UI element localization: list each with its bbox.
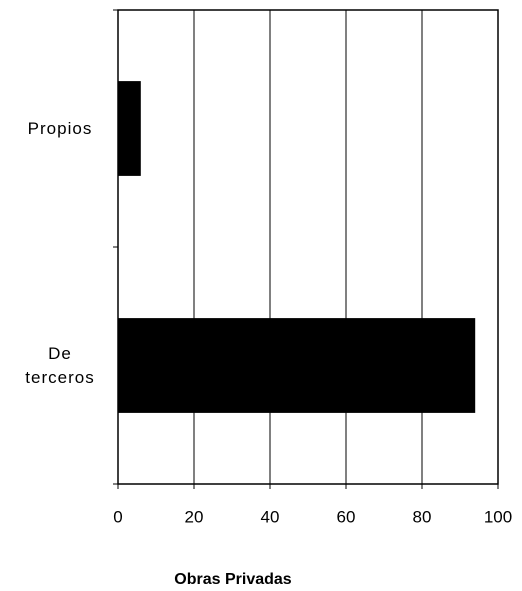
x-tick-label: 80 (413, 507, 432, 526)
x-tick-label: 0 (113, 507, 122, 526)
bar (118, 318, 476, 413)
y-tick-label: De terceros (25, 343, 95, 387)
x-tick-label: 60 (337, 507, 356, 526)
bar (118, 81, 141, 176)
x-tick-label: 20 (185, 507, 204, 526)
x-axis-title: Obras Privadas (174, 571, 292, 588)
y-tick-label: Propios (27, 118, 93, 138)
x-tick-label: 40 (261, 507, 280, 526)
plot-frame (117, 9, 499, 485)
x-tick-label: 100 (484, 507, 512, 526)
